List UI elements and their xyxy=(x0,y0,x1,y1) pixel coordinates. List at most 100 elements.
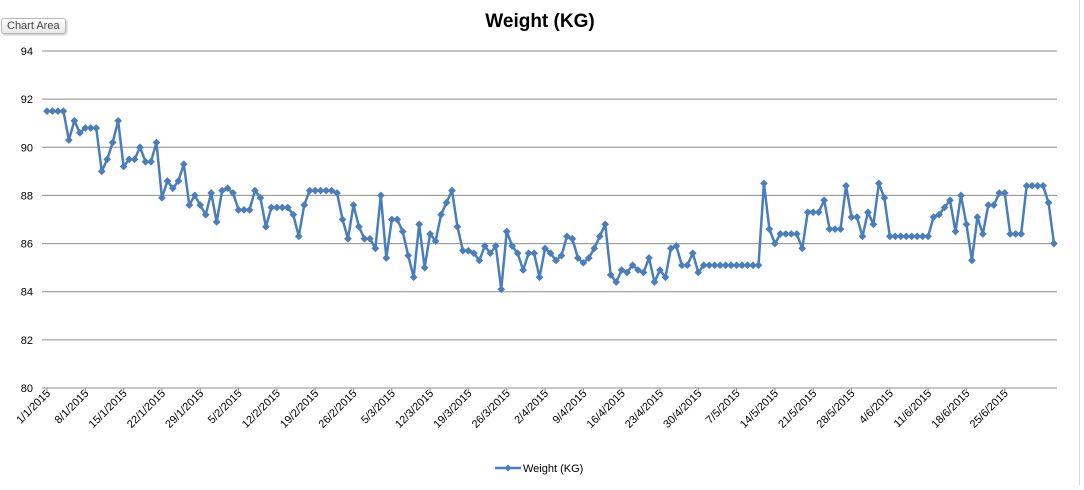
data-point xyxy=(497,285,506,294)
data-point xyxy=(152,138,161,147)
data-point xyxy=(245,205,254,214)
x-tick-label: 16/4/2015 xyxy=(585,388,628,431)
data-point xyxy=(694,268,703,277)
data-point xyxy=(278,203,287,212)
data-point xyxy=(103,155,112,164)
y-tick-label: 86 xyxy=(21,239,33,251)
y-tick-label: 84 xyxy=(21,287,33,299)
data-point xyxy=(360,234,369,243)
data-point xyxy=(256,193,265,202)
x-tick-label: 19/2/2015 xyxy=(278,388,321,431)
data-point xyxy=(179,160,188,169)
data-point xyxy=(404,251,413,260)
data-point xyxy=(398,227,407,236)
data-point xyxy=(957,191,965,200)
data-point xyxy=(672,242,681,250)
x-tick-label: 11/6/2015 xyxy=(892,388,935,431)
data-point xyxy=(196,201,205,210)
data-point xyxy=(453,222,462,231)
data-point xyxy=(530,249,539,258)
data-point xyxy=(836,225,845,234)
data-point xyxy=(508,242,517,250)
x-tick-label: 18/6/2015 xyxy=(929,388,972,431)
data-point xyxy=(218,186,227,195)
data-point xyxy=(885,232,894,241)
data-point xyxy=(749,261,757,270)
x-tick-label: 12/3/2015 xyxy=(393,388,436,431)
data-point xyxy=(902,232,911,241)
data-point xyxy=(409,273,418,282)
data-point xyxy=(803,208,812,217)
data-point xyxy=(705,261,714,270)
x-tick-label: 8/1/2015 xyxy=(53,388,92,427)
data-point xyxy=(989,201,998,210)
x-tick-label: 26/3/2015 xyxy=(470,388,513,431)
chart-area-tooltip: Chart Area xyxy=(1,18,66,34)
x-tick-label: 23/4/2015 xyxy=(623,388,666,431)
data-point xyxy=(1006,229,1015,238)
data-point xyxy=(157,193,166,202)
data-point xyxy=(491,242,500,250)
data-point xyxy=(305,186,314,195)
x-tick-label: 5/3/2015 xyxy=(359,388,398,427)
data-point xyxy=(590,244,599,253)
data-point xyxy=(327,186,336,195)
data-point xyxy=(798,244,807,253)
data-point xyxy=(480,242,489,250)
data-point xyxy=(458,246,467,255)
data-point xyxy=(666,244,675,253)
data-point xyxy=(967,256,976,265)
data-point xyxy=(792,229,801,238)
data-point xyxy=(677,261,686,270)
data-point xyxy=(623,268,632,277)
data-point xyxy=(119,162,128,171)
data-point xyxy=(1044,198,1053,207)
data-point xyxy=(125,155,134,164)
data-point xyxy=(535,273,544,282)
data-point xyxy=(770,239,779,248)
data-point xyxy=(617,266,626,275)
data-point xyxy=(190,191,199,200)
x-tick-label: 2/4/2015 xyxy=(512,388,551,427)
data-point xyxy=(92,124,101,132)
data-point xyxy=(393,215,402,224)
data-point xyxy=(1011,229,1020,238)
x-tick-label: 21/5/2015 xyxy=(776,388,819,431)
data-point xyxy=(251,186,259,195)
data-point xyxy=(842,181,850,190)
data-point xyxy=(223,184,232,193)
data-point xyxy=(874,179,883,188)
data-point xyxy=(53,107,62,116)
data-point xyxy=(710,261,719,270)
data-point xyxy=(869,220,878,229)
data-point xyxy=(880,193,889,202)
data-point xyxy=(338,215,347,224)
data-point xyxy=(136,143,144,152)
chart-title: Weight (KG) xyxy=(485,11,594,32)
y-tick-label: 92 xyxy=(21,94,33,106)
data-point xyxy=(201,210,210,219)
data-point xyxy=(289,210,298,219)
data-point xyxy=(114,116,123,125)
data-point xyxy=(316,186,325,195)
x-tick-label: 5/2/2015 xyxy=(206,388,245,427)
data-point xyxy=(907,232,916,241)
data-point xyxy=(918,232,927,241)
data-point xyxy=(382,254,391,262)
data-point xyxy=(595,232,604,241)
data-point xyxy=(1028,181,1037,190)
x-tick-label: 19/3/2015 xyxy=(431,388,474,431)
x-tick-label: 22/1/2015 xyxy=(125,388,168,431)
data-point xyxy=(929,213,938,222)
data-point xyxy=(562,232,571,241)
x-tick-label: 9/4/2015 xyxy=(551,388,590,427)
data-point xyxy=(147,157,155,166)
data-point xyxy=(354,222,363,231)
data-point xyxy=(344,234,352,243)
data-point xyxy=(896,232,905,241)
data-point xyxy=(502,227,511,236)
data-point xyxy=(557,251,566,260)
x-tick-label: 26/2/2015 xyxy=(317,388,360,431)
data-point xyxy=(349,201,358,210)
